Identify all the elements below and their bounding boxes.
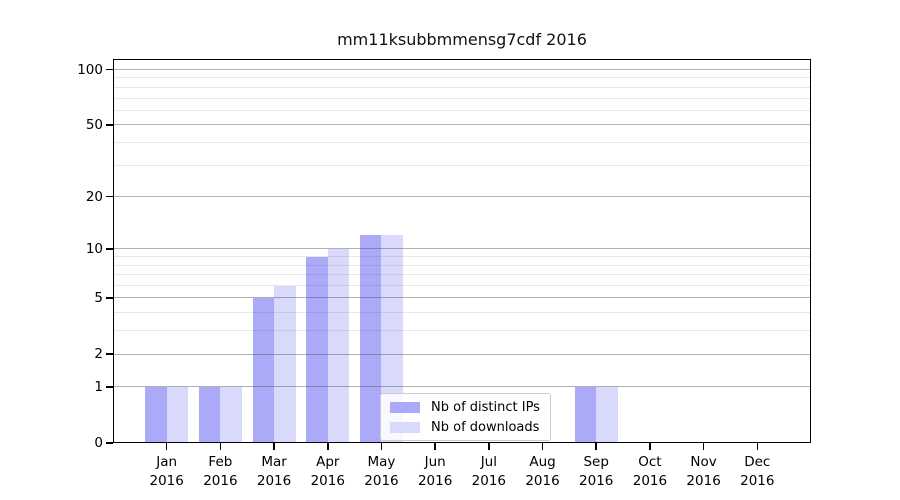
legend-swatch-downloads	[390, 421, 420, 433]
x-axis-tick-mark	[756, 443, 759, 450]
bar-downloads	[220, 386, 242, 443]
minor-gridline	[113, 256, 811, 258]
minor-gridline	[113, 164, 811, 166]
x-axis-tick-mark	[702, 443, 705, 450]
y-axis-tick-mark	[106, 195, 113, 198]
bar-distinct-ips	[574, 386, 597, 443]
bar-distinct-ips	[252, 297, 275, 443]
x-axis-tick-mark	[541, 443, 544, 450]
x-axis-tick-label: Jan 2016	[149, 454, 184, 489]
major-gridline	[113, 386, 811, 388]
legend-item: Nb of distinct IPs	[390, 398, 540, 416]
x-axis-tick-label: Jun 2016	[417, 454, 453, 489]
legend-label: Nb of distinct IPs	[431, 399, 540, 415]
legend-label: Nb of downloads	[431, 419, 540, 435]
y-axis-tick-mark	[106, 248, 113, 250]
plot-border	[113, 59, 811, 443]
y-axis-tick-label: 1	[94, 378, 103, 395]
y-axis-tick-label: 0	[94, 435, 103, 451]
y-axis-tick-label: 20	[85, 188, 103, 205]
x-axis-tick-mark	[434, 443, 436, 450]
legend: Nb of distinct IPs Nb of downloads	[380, 393, 551, 441]
bar-distinct-ips	[198, 386, 221, 443]
major-gridline	[113, 69, 811, 70]
x-axis-tick-label: Oct 2016	[632, 454, 668, 489]
minor-gridline	[113, 312, 811, 314]
y-axis-tick-mark	[106, 297, 113, 299]
x-axis-tick-mark	[327, 443, 329, 450]
legend-swatch-distinct-ips	[390, 401, 420, 413]
x-axis-tick-label: Apr 2016	[310, 454, 345, 489]
major-gridline	[113, 353, 811, 355]
bar-downloads	[327, 248, 350, 443]
minor-gridline	[113, 285, 811, 287]
y-axis-tick-label: 2	[94, 346, 103, 363]
x-axis-tick-label: Sep 2016	[579, 454, 614, 489]
y-axis-tick-mark	[106, 68, 113, 71]
chart-title: mm11ksubbmmensg7cdf 2016	[337, 30, 587, 49]
minor-gridline	[113, 86, 811, 88]
minor-gridline	[113, 77, 811, 79]
y-axis-tick-mark	[106, 353, 113, 355]
bar-downloads	[274, 285, 296, 443]
x-axis-tick-mark	[273, 443, 275, 450]
x-axis-tick-mark	[219, 443, 222, 450]
x-axis-tick-label: May 2016	[364, 454, 399, 489]
bar-downloads	[166, 386, 189, 443]
minor-gridline	[113, 109, 811, 111]
x-axis-tick-label: Feb 2016	[203, 454, 238, 489]
x-axis-tick-mark	[165, 443, 168, 450]
x-axis-tick-label: Mar 2016	[256, 454, 292, 489]
y-axis-tick-mark	[106, 442, 113, 444]
y-axis-tick-label: 5	[94, 289, 103, 306]
x-axis-tick-mark	[380, 443, 383, 450]
minor-gridline	[113, 264, 811, 266]
major-gridline	[113, 248, 811, 250]
x-axis-tick-label: Aug 2016	[525, 454, 560, 489]
major-gridline	[113, 124, 811, 126]
minor-gridline	[113, 330, 811, 332]
x-axis-tick-mark	[649, 443, 651, 450]
bar-distinct-ips	[359, 235, 382, 443]
bar-downloads	[381, 235, 403, 443]
x-axis-tick-mark	[488, 443, 490, 450]
y-axis-tick-label: 10	[85, 240, 103, 257]
minor-gridline	[113, 141, 811, 143]
y-axis-tick-mark	[106, 124, 113, 126]
x-axis-tick-label: Jul 2016	[471, 454, 507, 489]
major-gridline	[113, 196, 811, 198]
x-axis-tick-label: Nov 2016	[686, 454, 721, 489]
y-axis-tick-label: 50	[85, 116, 103, 133]
plot-area	[113, 59, 811, 443]
major-gridline	[113, 297, 811, 299]
minor-gridline	[113, 274, 811, 276]
y-axis-tick-mark	[106, 386, 113, 388]
legend-item: Nb of downloads	[390, 418, 540, 436]
x-axis-tick-mark	[595, 443, 597, 450]
x-axis-tick-label: Dec 2016	[740, 454, 775, 489]
bar-distinct-ips	[306, 256, 328, 443]
bar-downloads	[596, 386, 618, 443]
y-axis-tick-label: 100	[77, 61, 103, 78]
minor-gridline	[113, 97, 811, 99]
bar-distinct-ips	[145, 386, 167, 443]
